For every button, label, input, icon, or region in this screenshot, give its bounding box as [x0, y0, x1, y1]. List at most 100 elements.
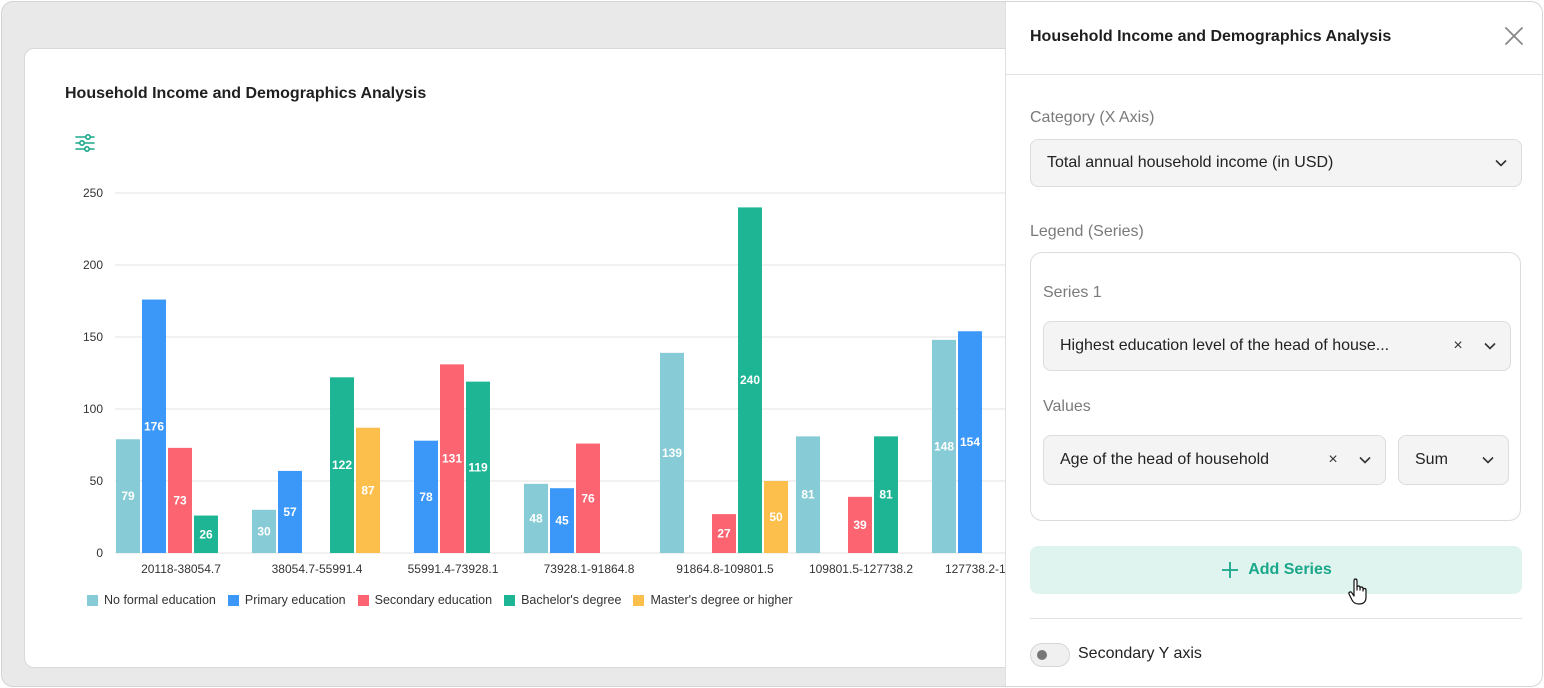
x-tick-label: 73928.1-91864.8	[544, 562, 635, 576]
settings-panel: Household Income and Demographics Analys…	[1005, 2, 1542, 686]
data-label: 45	[555, 514, 569, 528]
data-label: 119	[468, 460, 488, 474]
y-tick-label: 150	[83, 330, 103, 344]
bar	[660, 352, 684, 553]
bar-chart: 0 50 100 150 200 250 20118-38054.7 79 176 73 26 380…	[83, 186, 1065, 576]
bar	[958, 331, 982, 553]
chevron-down-icon	[1470, 342, 1510, 350]
series-select[interactable]: Highest education level of the head of h…	[1043, 321, 1511, 371]
toggle-knob	[1037, 650, 1047, 660]
x-tick-label: 91864.8-109801.5	[676, 562, 774, 576]
legend-swatch	[87, 594, 98, 606]
values-select-value: Age of the head of household	[1060, 451, 1270, 468]
x-tick-label: 55991.4-73928.1	[408, 562, 499, 576]
legend-label: Primary education	[244, 593, 346, 607]
data-label: 50	[769, 510, 783, 524]
y-tick-label: 100	[83, 402, 103, 416]
y-tick-label: 50	[90, 474, 104, 488]
data-label: 131	[442, 452, 462, 466]
chart-card: Household Income and Demographics Analys…	[24, 48, 1066, 668]
legend-item[interactable]: Secondary education	[357, 593, 493, 607]
bar	[356, 427, 380, 553]
aggregation-select[interactable]: Sum	[1398, 435, 1509, 485]
bar	[466, 381, 490, 553]
values-label: Values	[1043, 398, 1091, 415]
add-series-button[interactable]: Add Series	[1030, 546, 1522, 594]
data-label: 57	[283, 505, 297, 519]
values-select[interactable]: Age of the head of household ×	[1043, 435, 1386, 485]
close-icon[interactable]	[1500, 22, 1528, 50]
series-label: Series 1	[1043, 284, 1102, 301]
category-select-value: Total annual household income (in USD)	[1047, 154, 1334, 171]
bar	[874, 436, 898, 553]
data-label: 139	[662, 446, 682, 460]
panel-title: Household Income and Demographics Analys…	[1030, 28, 1392, 45]
data-label: 48	[529, 511, 543, 525]
bar	[194, 515, 218, 553]
chart-legend: No formal education Primary education Seco…	[87, 593, 793, 607]
chevron-down-icon	[1345, 456, 1385, 464]
bar	[252, 509, 276, 553]
legend-item[interactable]: Master's degree or higher	[633, 593, 793, 607]
data-label: 240	[740, 373, 760, 387]
bar	[278, 470, 302, 553]
data-label: 76	[581, 491, 595, 505]
y-tick-label: 250	[83, 186, 103, 200]
panel-divider	[1030, 618, 1522, 619]
secondary-axis-label: Secondary Y axis	[1078, 645, 1202, 662]
legend-swatch	[504, 594, 516, 606]
legend-label: Secondary education	[374, 593, 493, 607]
bar	[524, 483, 548, 553]
data-label: 39	[853, 518, 867, 532]
bar	[550, 488, 574, 553]
data-label: 154	[960, 435, 980, 449]
legend-item[interactable]: Bachelor's degree	[504, 593, 621, 607]
bar	[330, 377, 354, 553]
category-select[interactable]: Total annual household income (in USD)	[1030, 139, 1522, 187]
chevron-down-icon	[1481, 159, 1521, 167]
bar	[796, 436, 820, 553]
data-label: 79	[121, 489, 135, 503]
clear-icon[interactable]: ×	[1328, 451, 1338, 468]
legend-swatch	[227, 594, 239, 606]
data-label: 27	[717, 527, 731, 541]
legend-item[interactable]: Primary education	[227, 593, 346, 607]
data-label: 148	[934, 439, 954, 453]
y-tick-label: 200	[83, 258, 103, 272]
data-label: 87	[361, 483, 375, 497]
add-series-label: Add Series	[1248, 561, 1332, 578]
x-tick-label: 109801.5-127738.2	[809, 562, 913, 576]
legend-label: Legend (Series)	[1030, 223, 1144, 240]
data-label: 26	[199, 527, 213, 541]
secondary-axis-toggle[interactable]	[1030, 643, 1070, 667]
bar	[440, 364, 464, 553]
legend-label: Bachelor's degree	[521, 593, 622, 607]
bar	[414, 440, 438, 553]
bar	[764, 481, 788, 553]
data-label: 73	[173, 493, 187, 507]
legend-swatch	[357, 594, 369, 606]
hand-pointer-icon	[1348, 578, 1367, 605]
sliders-icon[interactable]	[73, 131, 97, 155]
data-label: 81	[879, 488, 893, 502]
data-label: 81	[801, 488, 815, 502]
bar	[712, 514, 736, 553]
bar	[932, 339, 956, 553]
data-label: 176	[144, 419, 164, 433]
legend-label: No formal education	[104, 593, 216, 607]
series-box: Series 1 Highest education level of the …	[1030, 252, 1521, 521]
panel-header: Household Income and Demographics Analys…	[1006, 2, 1542, 75]
bar	[848, 496, 872, 553]
bar	[168, 447, 192, 553]
category-label: Category (X Axis)	[1030, 109, 1155, 126]
bar	[116, 439, 140, 553]
data-label: 30	[257, 524, 271, 538]
plus-icon	[1222, 562, 1239, 578]
bar	[142, 299, 166, 553]
clear-icon[interactable]: ×	[1453, 337, 1463, 354]
series-select-value: Highest education level of the head of h…	[1060, 337, 1390, 354]
legend-item[interactable]: No formal education	[87, 593, 216, 607]
x-tick-label: 38054.7-55991.4	[272, 562, 363, 576]
aggregation-select-value: Sum	[1415, 451, 1448, 468]
data-label: 122	[332, 458, 352, 472]
